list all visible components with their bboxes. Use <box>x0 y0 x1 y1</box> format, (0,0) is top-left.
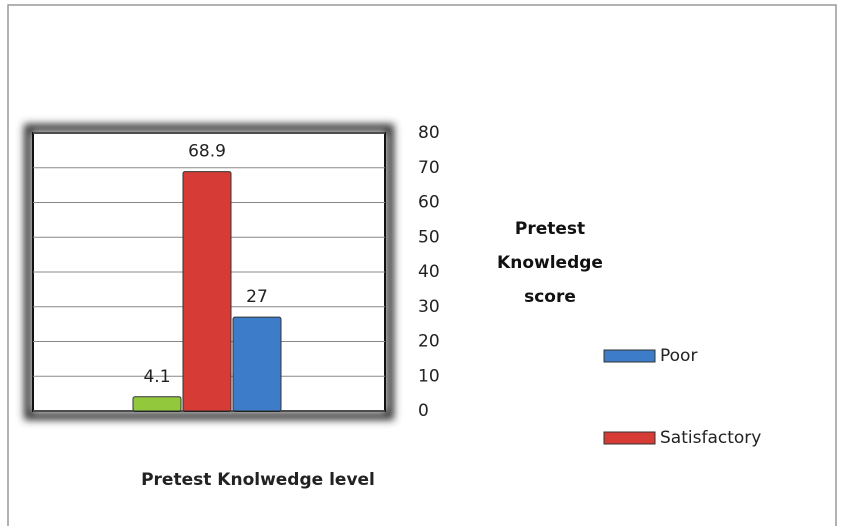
legend-label: Satisfactory <box>660 428 761 448</box>
y-tick-label: 0 <box>418 401 429 421</box>
data-label: 68.9 <box>188 142 226 162</box>
y-tick-label: 40 <box>418 262 440 282</box>
data-label: 27 <box>246 287 268 307</box>
y-tick-label: 30 <box>418 297 440 317</box>
y-tick-label: 20 <box>418 332 440 352</box>
legend-swatch <box>603 349 656 363</box>
bar <box>182 171 232 412</box>
y-axis-label: Pretest Knowledge score <box>497 219 603 307</box>
bar <box>132 396 182 412</box>
y-tick-label: 60 <box>418 193 440 213</box>
plot-shadow <box>24 124 394 420</box>
legend-label: Poor <box>660 346 697 366</box>
legend-swatch <box>603 431 656 445</box>
y-tick-label: 70 <box>418 158 440 178</box>
frame <box>7 4 837 526</box>
y-tick-label: 80 <box>418 123 440 143</box>
x-axis-label: Pretest Knolwedge level <box>141 470 375 490</box>
y-tick-label: 10 <box>418 366 440 386</box>
bar <box>232 316 282 412</box>
data-label: 4.1 <box>143 367 170 387</box>
y-tick-label: 50 <box>418 227 440 247</box>
